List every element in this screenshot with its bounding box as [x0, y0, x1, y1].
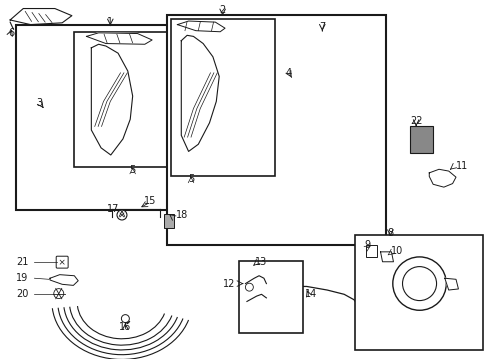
Text: 9: 9 — [363, 240, 369, 250]
Circle shape — [245, 283, 253, 291]
Circle shape — [392, 257, 446, 310]
Polygon shape — [276, 31, 348, 49]
Circle shape — [402, 267, 436, 301]
Polygon shape — [428, 169, 455, 187]
Text: 21: 21 — [16, 257, 28, 267]
Text: 18: 18 — [175, 210, 187, 220]
Text: 8: 8 — [386, 228, 393, 238]
Polygon shape — [181, 35, 219, 152]
Bar — [74, 32, 203, 167]
Text: 17: 17 — [106, 203, 119, 213]
Text: 5: 5 — [129, 165, 136, 175]
Bar — [238, 261, 302, 333]
Bar — [164, 214, 174, 228]
Text: 15: 15 — [143, 196, 156, 206]
Text: 11: 11 — [455, 161, 468, 171]
Circle shape — [117, 210, 127, 220]
Bar — [355, 235, 482, 350]
Text: 16: 16 — [119, 322, 131, 332]
Polygon shape — [50, 275, 78, 285]
Polygon shape — [177, 21, 224, 32]
Bar — [365, 246, 376, 257]
Text: 14: 14 — [305, 289, 317, 298]
Text: 20: 20 — [16, 289, 28, 298]
Text: 4: 4 — [285, 68, 291, 78]
Circle shape — [121, 315, 129, 323]
Circle shape — [54, 289, 63, 298]
Text: 1: 1 — [107, 17, 113, 27]
Bar — [16, 24, 205, 210]
Bar — [409, 126, 432, 153]
Bar — [170, 18, 275, 176]
Text: 13: 13 — [254, 257, 266, 267]
Text: 3: 3 — [36, 98, 42, 108]
Text: 22: 22 — [409, 116, 422, 126]
Text: 5: 5 — [187, 174, 194, 184]
Polygon shape — [20, 67, 59, 176]
Text: 6: 6 — [8, 28, 14, 38]
FancyBboxPatch shape — [56, 256, 68, 268]
Bar — [166, 15, 385, 246]
Text: 19: 19 — [16, 273, 28, 283]
Text: 12: 12 — [223, 279, 235, 289]
Polygon shape — [91, 44, 132, 155]
Polygon shape — [444, 278, 458, 290]
Text: 7: 7 — [319, 22, 325, 32]
Polygon shape — [276, 48, 350, 212]
Polygon shape — [86, 33, 152, 44]
Polygon shape — [10, 9, 72, 24]
Text: 2: 2 — [219, 5, 225, 15]
Text: 10: 10 — [390, 247, 403, 256]
